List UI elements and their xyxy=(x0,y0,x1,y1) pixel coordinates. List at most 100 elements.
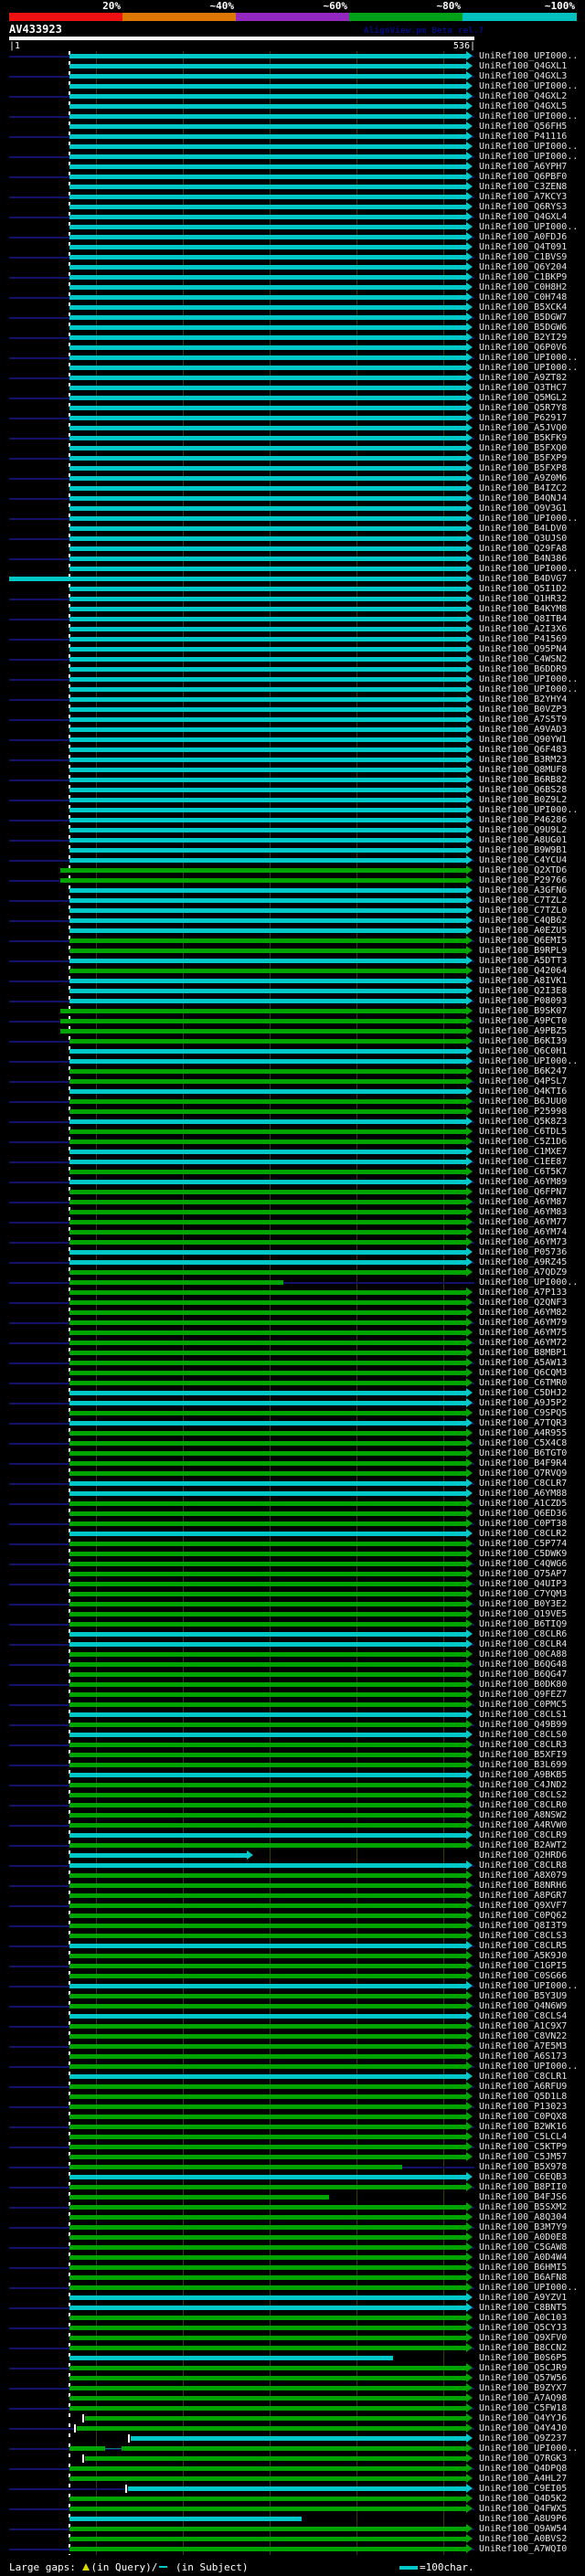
alignment-bar[interactable] xyxy=(69,1642,466,1647)
subject-label[interactable]: UniRef100_UPI000.. xyxy=(479,81,579,91)
subject-label[interactable]: UniRef100_B9SK07 xyxy=(479,1006,568,1016)
alignment-bar[interactable] xyxy=(60,1019,466,1023)
subject-label[interactable]: UniRef100_C8CLR6 xyxy=(479,1629,568,1639)
alignment-bar[interactable] xyxy=(69,1994,466,1998)
subject-label[interactable]: UniRef100_Q9U9L2 xyxy=(479,825,568,835)
alignment-bar[interactable] xyxy=(69,1300,466,1305)
alignment-bar[interactable] xyxy=(69,2406,466,2411)
subject-label[interactable]: UniRef100_Q4FWX5 xyxy=(479,2504,568,2514)
subject-label[interactable]: UniRef100_A7WQI0 xyxy=(479,2544,568,2554)
alignment-bar[interactable] xyxy=(69,1602,466,1606)
alignment-bar[interactable] xyxy=(69,1652,466,1657)
subject-label[interactable]: UniRef100_B6DDR9 xyxy=(479,664,568,674)
subject-label[interactable]: UniRef100_Q9XFV0 xyxy=(479,2333,568,2343)
subject-label[interactable]: UniRef100_Q57W56 xyxy=(479,2373,568,2383)
alignment-bar[interactable] xyxy=(69,526,466,531)
subject-label[interactable]: UniRef100_A6YM77 xyxy=(479,1217,568,1227)
subject-label[interactable]: UniRef100_UPI000.. xyxy=(479,684,579,694)
subject-label[interactable]: UniRef100_A8UG01 xyxy=(479,835,568,845)
alignment-bar[interactable] xyxy=(69,1411,466,1415)
subject-label[interactable]: UniRef100_B2YI29 xyxy=(479,333,568,343)
subject-label[interactable]: UniRef100_C1EE87 xyxy=(479,1157,568,1167)
alignment-bar[interactable] xyxy=(69,959,466,963)
alignment-bar[interactable] xyxy=(69,1381,466,1385)
subject-label[interactable]: UniRef100_C5DWK9 xyxy=(479,1549,568,1559)
alignment-bar[interactable] xyxy=(69,979,466,983)
subject-label[interactable]: UniRef100_C6T5K7 xyxy=(479,1167,568,1177)
subject-label[interactable]: UniRef100_A9BKB5 xyxy=(479,1770,568,1780)
alignment-bar[interactable] xyxy=(69,1391,466,1395)
subject-label[interactable]: UniRef100_B5FXP9 xyxy=(479,453,568,463)
subject-label[interactable]: UniRef100_Q2I3E8 xyxy=(479,986,568,996)
subject-label[interactable]: UniRef100_UPI000.. xyxy=(479,514,579,524)
subject-label[interactable]: UniRef100_B6QG48 xyxy=(479,1659,568,1670)
alignment-bar[interactable] xyxy=(69,245,466,249)
subject-label[interactable]: UniRef100_UPI000.. xyxy=(479,1056,579,1066)
subject-label[interactable]: UniRef100_UPI000.. xyxy=(479,2062,579,2072)
subject-label[interactable]: UniRef100_B6AFN8 xyxy=(479,2273,568,2283)
alignment-bar[interactable] xyxy=(69,175,466,179)
alignment-bar[interactable] xyxy=(69,195,466,199)
alignment-bar[interactable] xyxy=(69,1290,466,1295)
alignment-bar[interactable] xyxy=(128,2486,466,2491)
subject-label[interactable]: UniRef100_C0PMC5 xyxy=(479,1700,568,1710)
alignment-bar[interactable] xyxy=(69,64,466,69)
subject-label[interactable]: UniRef100_B9ZYX7 xyxy=(479,2383,568,2393)
subject-label[interactable]: UniRef100_Q8I3T9 xyxy=(479,1921,568,1931)
alignment-bar[interactable] xyxy=(69,2074,466,2079)
alignment-bar[interactable] xyxy=(69,778,466,782)
alignment-bar[interactable] xyxy=(69,2115,466,2119)
subject-label[interactable]: UniRef100_B8MBP1 xyxy=(479,1348,568,1358)
subject-label[interactable]: UniRef100_C5JM57 xyxy=(479,2152,568,2162)
subject-label[interactable]: UniRef100_B0DK80 xyxy=(479,1680,568,1690)
alignment-bar[interactable] xyxy=(69,1059,466,1064)
subject-label[interactable]: UniRef100_B8PII0 xyxy=(479,2182,568,2192)
subject-label[interactable]: UniRef100_A5JVQ0 xyxy=(479,423,568,433)
alignment-bar[interactable] xyxy=(69,667,466,672)
subject-label[interactable]: UniRef100_C5DHJ2 xyxy=(479,1388,568,1398)
subject-label[interactable]: UniRef100_A9RZ45 xyxy=(479,1257,568,1267)
subject-label[interactable]: UniRef100_C8CLS1 xyxy=(479,1710,568,1720)
subject-label[interactable]: UniRef100_A8IVK1 xyxy=(479,976,568,986)
alignment-bar[interactable] xyxy=(69,1491,466,1496)
alignment-bar[interactable] xyxy=(69,1702,466,1707)
subject-label[interactable]: UniRef100_A7E5M3 xyxy=(479,2041,568,2051)
alignment-bar[interactable] xyxy=(69,1924,466,1928)
subject-label[interactable]: UniRef100_C5X4C8 xyxy=(479,1438,568,1448)
subject-label[interactable]: UniRef100_C5KTP9 xyxy=(479,2142,568,2152)
subject-label[interactable]: UniRef100_A0BVS2 xyxy=(479,2534,568,2544)
alignment-bar[interactable] xyxy=(69,637,466,641)
alignment-bar[interactable] xyxy=(69,1662,466,1667)
alignment-bar[interactable] xyxy=(69,888,466,893)
subject-label[interactable]: UniRef100_A6YM73 xyxy=(479,1237,568,1247)
subject-label[interactable]: UniRef100_B6QG47 xyxy=(479,1670,568,1680)
alignment-bar[interactable] xyxy=(69,1813,466,1818)
subject-label[interactable]: UniRef100_UPI000.. xyxy=(479,805,579,815)
subject-label[interactable]: UniRef100_C8VN22 xyxy=(479,2031,568,2041)
alignment-bar[interactable] xyxy=(69,164,466,169)
subject-label[interactable]: UniRef100_Q9AW54 xyxy=(479,2524,568,2534)
alignment-bar[interactable] xyxy=(69,486,466,491)
subject-label[interactable]: UniRef100_C8CLR9 xyxy=(479,1830,568,1840)
subject-label[interactable]: UniRef100_C5GAW8 xyxy=(479,2242,568,2253)
subject-label[interactable]: UniRef100_C1MXE7 xyxy=(479,1147,568,1157)
subject-label[interactable]: UniRef100_C8CLR7 xyxy=(479,1479,568,1489)
alignment-bar[interactable] xyxy=(69,1160,466,1164)
alignment-bar[interactable] xyxy=(69,1230,466,1235)
alignment-bar[interactable] xyxy=(77,2426,466,2431)
subject-label[interactable]: UniRef100_Q4GXL4 xyxy=(479,212,568,222)
alignment-bar[interactable] xyxy=(69,2175,466,2179)
subject-label[interactable]: UniRef100_B5DGW6 xyxy=(479,323,568,333)
alignment-bar[interactable] xyxy=(69,1260,466,1265)
alignment-bar[interactable] xyxy=(69,2044,466,2049)
subject-label[interactable]: UniRef100_Q4GXL3 xyxy=(479,71,568,81)
subject-label[interactable]: UniRef100_B4N386 xyxy=(479,554,568,564)
alignment-bar[interactable] xyxy=(69,798,466,802)
subject-label[interactable]: UniRef100_Q2HRD6 xyxy=(479,1850,568,1860)
subject-label[interactable]: UniRef100_B0Y3E2 xyxy=(479,1599,568,1609)
alignment-bar[interactable] xyxy=(69,205,466,209)
alignment-bar[interactable] xyxy=(69,1712,466,1717)
subject-label[interactable]: UniRef100_Q8ITB4 xyxy=(479,614,568,624)
alignment-bar[interactable] xyxy=(69,2185,466,2189)
alignment-bar[interactable] xyxy=(69,1873,466,1878)
